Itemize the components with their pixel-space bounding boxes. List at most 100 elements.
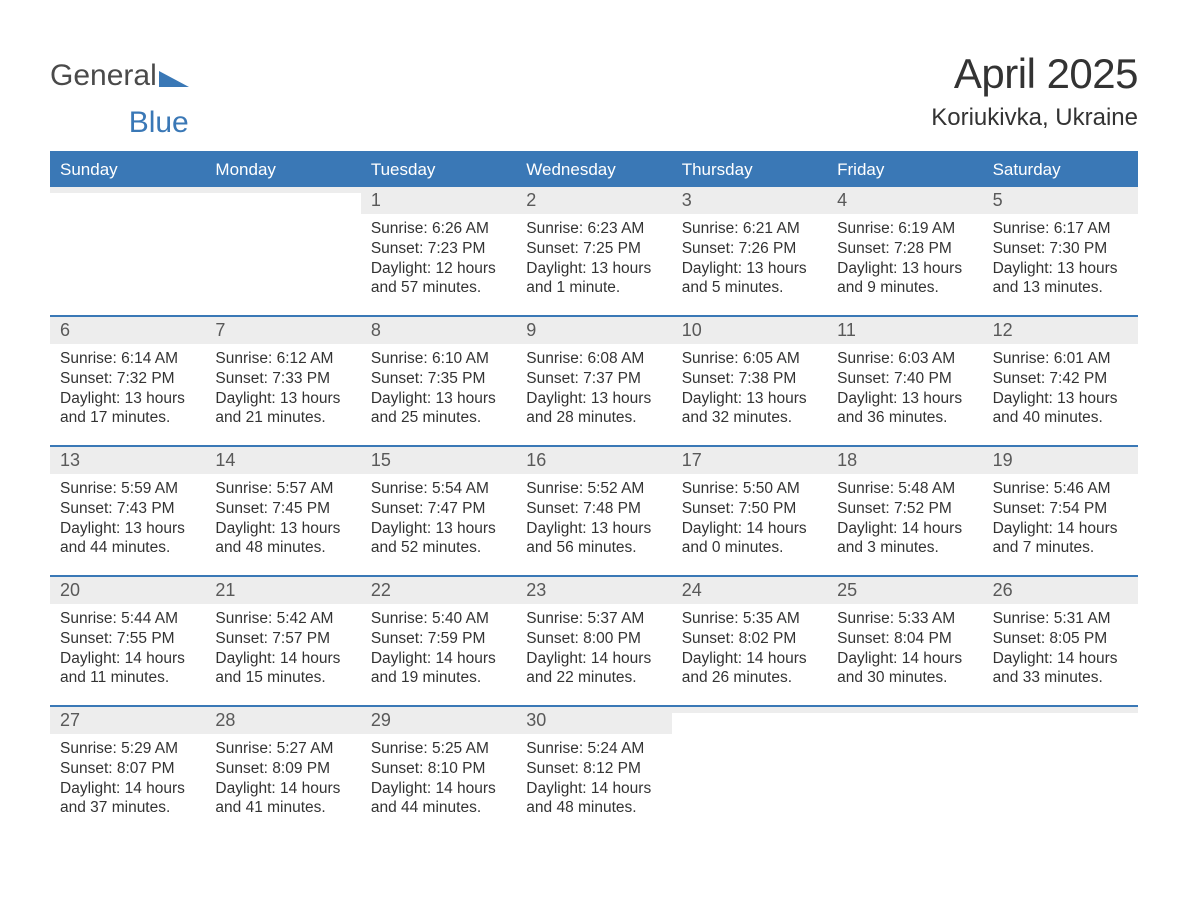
day-number-bar: 12 [983, 317, 1138, 344]
day-number-bar: 14 [205, 447, 360, 474]
day-body: Sunrise: 5:27 AMSunset: 8:09 PMDaylight:… [205, 734, 360, 818]
day-number: 28 [215, 710, 235, 730]
day-body: Sunrise: 5:33 AMSunset: 8:04 PMDaylight:… [827, 604, 982, 688]
brand-word-2: Blue [129, 109, 189, 138]
sunrise-text: Sunrise: 6:23 AM [526, 219, 661, 239]
sunrise-text: Sunrise: 6:12 AM [215, 349, 350, 369]
flag-icon [159, 69, 189, 90]
sunrise-text: Sunrise: 6:19 AM [837, 219, 972, 239]
day-cell: 27Sunrise: 5:29 AMSunset: 8:07 PMDayligh… [50, 707, 205, 835]
day-body: Sunrise: 6:23 AMSunset: 7:25 PMDaylight:… [516, 214, 671, 298]
title-block: April 2025 Koriukivka, Ukraine [931, 50, 1138, 132]
day-body: Sunrise: 5:44 AMSunset: 7:55 PMDaylight:… [50, 604, 205, 688]
day-number: 4 [837, 190, 847, 210]
sunset-text: Sunset: 7:33 PM [215, 369, 350, 389]
sunset-text: Sunset: 8:12 PM [526, 759, 661, 779]
day-cell: 3Sunrise: 6:21 AMSunset: 7:26 PMDaylight… [672, 187, 827, 315]
day-cell: 25Sunrise: 5:33 AMSunset: 8:04 PMDayligh… [827, 577, 982, 705]
day-number: 3 [682, 190, 692, 210]
day-number-bar: 29 [361, 707, 516, 734]
day-cell: 17Sunrise: 5:50 AMSunset: 7:50 PMDayligh… [672, 447, 827, 575]
day-cell: 19Sunrise: 5:46 AMSunset: 7:54 PMDayligh… [983, 447, 1138, 575]
day-number-bar [50, 187, 205, 193]
daylight-text: Daylight: 14 hours and 26 minutes. [682, 649, 817, 689]
sunrise-text: Sunrise: 6:26 AM [371, 219, 506, 239]
daylight-text: Daylight: 14 hours and 37 minutes. [60, 779, 195, 819]
day-number: 17 [682, 450, 702, 470]
day-cell: 2Sunrise: 6:23 AMSunset: 7:25 PMDaylight… [516, 187, 671, 315]
day-number: 27 [60, 710, 80, 730]
day-body: Sunrise: 5:59 AMSunset: 7:43 PMDaylight:… [50, 474, 205, 558]
day-number-bar: 9 [516, 317, 671, 344]
day-body: Sunrise: 5:46 AMSunset: 7:54 PMDaylight:… [983, 474, 1138, 558]
sunrise-text: Sunrise: 5:57 AM [215, 479, 350, 499]
location-subtitle: Koriukivka, Ukraine [931, 104, 1138, 132]
day-number: 11 [837, 320, 856, 340]
sunrise-text: Sunrise: 5:59 AM [60, 479, 195, 499]
brand-word-1: General [50, 62, 157, 91]
day-number: 13 [60, 450, 80, 470]
sunrise-text: Sunrise: 5:33 AM [837, 609, 972, 629]
dow-thursday: Thursday [672, 154, 827, 187]
day-body: Sunrise: 6:12 AMSunset: 7:33 PMDaylight:… [205, 344, 360, 428]
dow-wednesday: Wednesday [516, 154, 671, 187]
sunset-text: Sunset: 7:42 PM [993, 369, 1128, 389]
day-cell: 20Sunrise: 5:44 AMSunset: 7:55 PMDayligh… [50, 577, 205, 705]
sunset-text: Sunset: 8:04 PM [837, 629, 972, 649]
dow-sunday: Sunday [50, 154, 205, 187]
day-body: Sunrise: 6:05 AMSunset: 7:38 PMDaylight:… [672, 344, 827, 428]
sunset-text: Sunset: 8:05 PM [993, 629, 1128, 649]
day-body: Sunrise: 5:25 AMSunset: 8:10 PMDaylight:… [361, 734, 516, 818]
daylight-text: Daylight: 13 hours and 44 minutes. [60, 519, 195, 559]
sunrise-text: Sunrise: 5:44 AM [60, 609, 195, 629]
day-number: 18 [837, 450, 857, 470]
day-cell [672, 707, 827, 835]
daylight-text: Daylight: 13 hours and 1 minute. [526, 259, 661, 299]
day-number-bar: 28 [205, 707, 360, 734]
day-cell: 24Sunrise: 5:35 AMSunset: 8:02 PMDayligh… [672, 577, 827, 705]
sunrise-text: Sunrise: 6:14 AM [60, 349, 195, 369]
sunrise-text: Sunrise: 5:48 AM [837, 479, 972, 499]
day-body: Sunrise: 5:42 AMSunset: 7:57 PMDaylight:… [205, 604, 360, 688]
dow-tuesday: Tuesday [361, 154, 516, 187]
day-number: 26 [993, 580, 1013, 600]
day-cell: 16Sunrise: 5:52 AMSunset: 7:48 PMDayligh… [516, 447, 671, 575]
day-number: 8 [371, 320, 381, 340]
sunset-text: Sunset: 7:43 PM [60, 499, 195, 519]
day-number-bar: 25 [827, 577, 982, 604]
day-number-bar: 22 [361, 577, 516, 604]
sunset-text: Sunset: 8:07 PM [60, 759, 195, 779]
sunrise-text: Sunrise: 5:42 AM [215, 609, 350, 629]
day-body: Sunrise: 6:10 AMSunset: 7:35 PMDaylight:… [361, 344, 516, 428]
sunrise-text: Sunrise: 5:40 AM [371, 609, 506, 629]
day-body: Sunrise: 5:35 AMSunset: 8:02 PMDaylight:… [672, 604, 827, 688]
day-number: 14 [215, 450, 235, 470]
sunset-text: Sunset: 7:50 PM [682, 499, 817, 519]
dow-monday: Monday [205, 154, 360, 187]
sunset-text: Sunset: 7:45 PM [215, 499, 350, 519]
sunrise-text: Sunrise: 5:24 AM [526, 739, 661, 759]
daylight-text: Daylight: 12 hours and 57 minutes. [371, 259, 506, 299]
day-cell: 8 Sunrise: 6:10 AMSunset: 7:35 PMDaylight… [361, 317, 516, 445]
day-cell: 10 Sunrise: 6:05 AMSunset: 7:38 PMDayligh… [672, 317, 827, 445]
day-number: 9 [526, 320, 536, 340]
day-cell: 22Sunrise: 5:40 AMSunset: 7:59 PMDayligh… [361, 577, 516, 705]
sunset-text: Sunset: 7:52 PM [837, 499, 972, 519]
daylight-text: Daylight: 14 hours and 11 minutes. [60, 649, 195, 689]
day-number-bar: 10 [672, 317, 827, 344]
sunset-text: Sunset: 7:25 PM [526, 239, 661, 259]
daylight-text: Daylight: 13 hours and 48 minutes. [215, 519, 350, 559]
day-cell: 26Sunrise: 5:31 AMSunset: 8:05 PMDayligh… [983, 577, 1138, 705]
sunrise-text: Sunrise: 6:10 AM [371, 349, 506, 369]
day-number: 5 [993, 190, 1003, 210]
week-row: 6Sunrise: 6:14 AMSunset: 7:32 PMDaylight… [50, 315, 1138, 445]
daylight-text: Daylight: 13 hours and 28 minutes. [526, 389, 661, 429]
sunrise-text: Sunrise: 5:37 AM [526, 609, 661, 629]
sunset-text: Sunset: 7:55 PM [60, 629, 195, 649]
week-row: 27Sunrise: 5:29 AMSunset: 8:07 PMDayligh… [50, 705, 1138, 835]
day-body: Sunrise: 5:57 AMSunset: 7:45 PMDaylight:… [205, 474, 360, 558]
sunset-text: Sunset: 7:30 PM [993, 239, 1128, 259]
sunrise-text: Sunrise: 6:17 AM [993, 219, 1128, 239]
day-cell: 29Sunrise: 5:25 AMSunset: 8:10 PMDayligh… [361, 707, 516, 835]
day-number: 10 [682, 320, 702, 340]
